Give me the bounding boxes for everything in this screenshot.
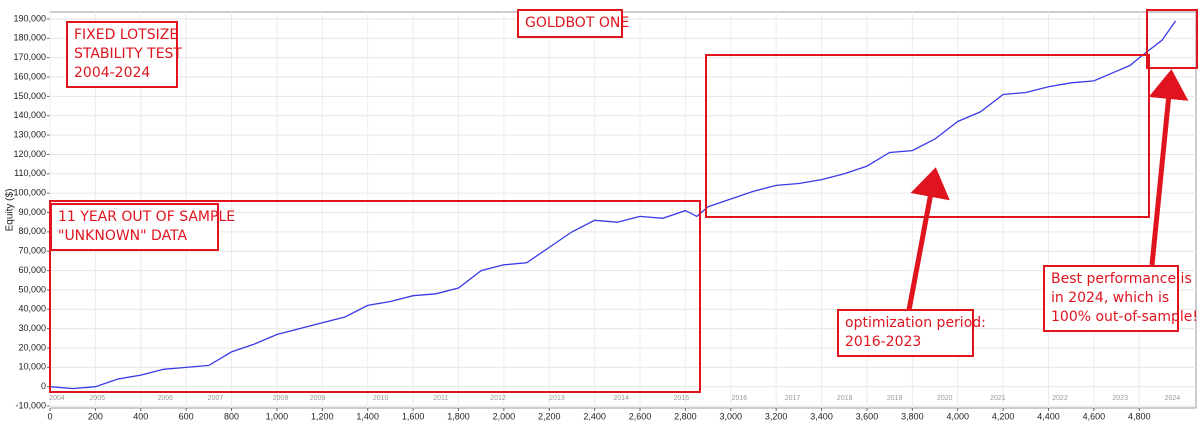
year-label: 2020: [937, 395, 953, 402]
annotation: optimization period: 2016-2023: [837, 309, 986, 357]
year-label: 2014: [613, 395, 629, 402]
y-tick-label: 80,000: [18, 226, 46, 236]
year-label: 2008: [273, 395, 289, 402]
x-tick-label: 2,000: [493, 411, 516, 421]
y-tick-label: 10,000: [18, 362, 46, 372]
annotation-line: STABILITY TEST: [74, 46, 182, 62]
annotation-line: in 2024, which is: [1051, 290, 1170, 306]
x-tick-label: 4,800: [1128, 411, 1151, 421]
year-label: 2024: [1165, 395, 1181, 402]
x-tick-label: 4,200: [992, 411, 1015, 421]
x-tick-label: 800: [224, 411, 239, 421]
y-tick-label: 100,000: [13, 188, 46, 198]
y-tick-label: 50,000: [18, 284, 46, 294]
year-label: 2023: [1112, 395, 1128, 402]
y-tick-label: 180,000: [13, 33, 46, 43]
x-tick-label: 1,400: [356, 411, 379, 421]
year-label: 2019: [887, 395, 903, 402]
x-tick-label: 2,600: [629, 411, 652, 421]
y-tick-label: 150,000: [13, 91, 46, 101]
year-label: 2006: [157, 395, 173, 402]
y-tick-label: 0: [41, 381, 46, 391]
x-tick-label: 1,600: [402, 411, 425, 421]
x-tick-label: 200: [88, 411, 103, 421]
y-tick-label: 160,000: [13, 71, 46, 81]
annotation-line: FIXED LOTSIZE: [74, 27, 179, 43]
year-label: 2022: [1052, 395, 1068, 402]
annotation-line: 11 YEAR OUT OF SAMPLE: [58, 209, 236, 225]
x-tick-label: 1,000: [266, 411, 289, 421]
year-label: 2011: [433, 395, 448, 402]
y-tick-label: 30,000: [18, 323, 46, 333]
annotation: GOLDBOT ONE: [517, 9, 630, 38]
annotation-line: optimization period:: [845, 315, 986, 331]
y-tick-label: 190,000: [13, 13, 46, 23]
annotation-line: GOLDBOT ONE: [525, 15, 630, 31]
y-tick-label: 90,000: [18, 207, 46, 217]
y-tick-label: -10,000: [15, 400, 46, 410]
x-tick-label: 400: [133, 411, 148, 421]
year-label: 2021: [990, 395, 1006, 402]
year-label: 2004: [49, 395, 65, 402]
year-label: 2009: [310, 395, 326, 402]
annotation: FIXED LOTSIZE STABILITY TEST 2004-2024: [66, 21, 182, 88]
x-tick-label: 600: [179, 411, 194, 421]
x-tick-label: 3,200: [765, 411, 788, 421]
year-label: 2017: [785, 395, 801, 402]
y-tick-label: 20,000: [18, 342, 46, 352]
y-tick-label: 170,000: [13, 52, 46, 62]
annotation: Best performance is in 2024, which is 100%…: [1043, 265, 1199, 332]
x-tick-label: 3,000: [720, 411, 743, 421]
x-tick-label: 3,400: [810, 411, 833, 421]
year-label: 2015: [674, 395, 690, 402]
year-label: 2010: [373, 395, 389, 402]
x-tick-label: 3,800: [901, 411, 924, 421]
year-label: 2007: [208, 395, 224, 402]
x-tick-label: 2,400: [583, 411, 606, 421]
x-tick-label: 4,400: [1037, 411, 1060, 421]
x-tick-label: 4,000: [946, 411, 969, 421]
y-tick-label: 60,000: [18, 265, 46, 275]
annotation-line: 100% out-of-sample!: [1051, 309, 1199, 325]
x-tick-label: 2,200: [538, 411, 561, 421]
x-tick-label: 0: [47, 411, 52, 421]
year-label: 2016: [732, 395, 748, 402]
x-tick-label: 1,800: [447, 411, 470, 421]
x-tick-label: 1,200: [311, 411, 334, 421]
y-axis-label: Equity ($): [5, 189, 16, 232]
y-tick-label: 40,000: [18, 304, 46, 314]
annotation-line: Best performance is: [1051, 271, 1192, 287]
x-tick-label: 3,600: [856, 411, 879, 421]
annotation: 11 YEAR OUT OF SAMPLE "UNKNOWN" DATA: [50, 203, 236, 251]
y-tick-label: 110,000: [14, 168, 46, 178]
year-label: 2005: [89, 395, 105, 402]
y-tick-label: 70,000: [18, 246, 46, 256]
y-tick-label: 140,000: [13, 110, 46, 120]
year-label: 2013: [549, 395, 565, 402]
annotation-line: "UNKNOWN" DATA: [58, 228, 188, 244]
annotation-line: 2016-2023: [845, 334, 922, 350]
year-label: 2018: [837, 395, 853, 402]
y-tick-label: 130,000: [13, 129, 46, 139]
year-label: 2012: [490, 395, 506, 402]
y-tick-label: 120,000: [13, 149, 46, 159]
annotation-line: 2004-2024: [74, 65, 151, 81]
x-tick-label: 2,800: [674, 411, 697, 421]
x-tick-label: 4,600: [1083, 411, 1106, 421]
